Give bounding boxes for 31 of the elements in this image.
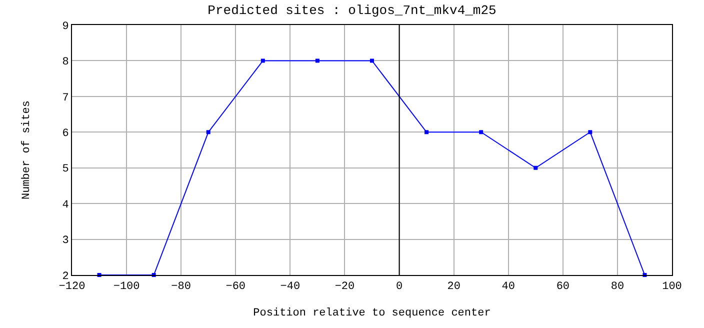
x-tick-label: −20: [334, 281, 355, 294]
point: [534, 166, 538, 170]
y-tick-label: 8: [62, 56, 69, 69]
y-tick-label: 6: [62, 128, 69, 140]
point: [479, 130, 484, 134]
x-tick-label: 40: [502, 281, 515, 294]
point: [588, 130, 592, 134]
x-tick-label: −120: [58, 281, 86, 294]
x-tick-label: −100: [113, 281, 140, 294]
x-tick-label: −40: [280, 281, 300, 294]
x-tick-label: 100: [662, 281, 682, 294]
x-axis-title: Position relative to sequence center: [253, 307, 491, 320]
y-tick-label: 3: [62, 235, 69, 248]
x-tick-label: 80: [610, 281, 624, 294]
point: [206, 130, 210, 134]
y-tick-label: 4: [62, 199, 70, 212]
x-tick-label: −80: [171, 281, 191, 294]
y-tick-label: 9: [62, 20, 69, 33]
x-tick-label: 0: [396, 281, 403, 294]
chart-title: Predicted sites : oligos_7nt_mkv4_m25: [208, 3, 496, 18]
y-tick-label: 2: [62, 270, 69, 283]
x-tick-label: 60: [556, 281, 570, 294]
point: [424, 130, 429, 134]
point: [260, 58, 265, 63]
point: [315, 58, 320, 63]
point: [370, 58, 374, 63]
x-tick-label: −60: [226, 281, 246, 294]
y-tick-label: 5: [62, 164, 69, 176]
y-axis-title: Number of sites: [20, 100, 33, 200]
y-tick-label: 7: [62, 92, 69, 104]
x-tick-label: 20: [447, 281, 460, 294]
